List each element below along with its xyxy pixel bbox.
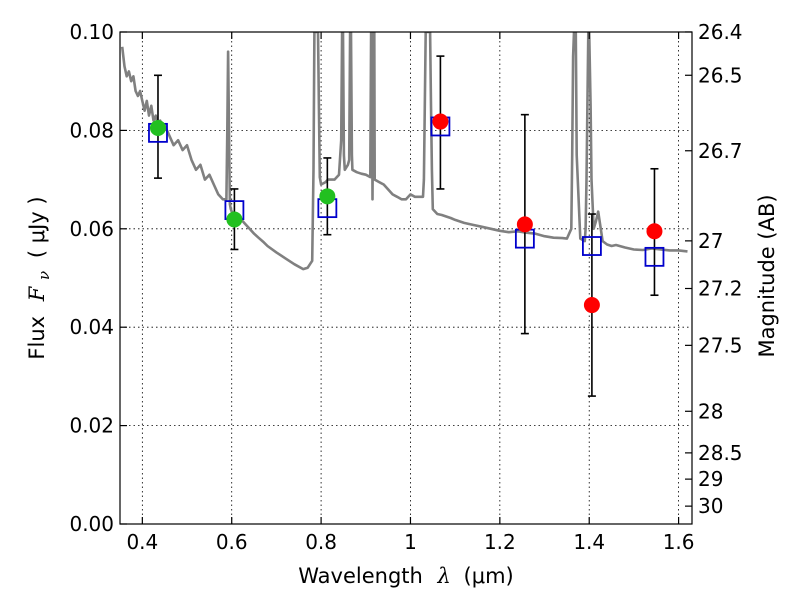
x-tick-label: 1.6 [663, 530, 695, 554]
data-point [226, 211, 243, 228]
y-tick-label: 0.04 [69, 315, 114, 339]
magnitude-axis-title: Magnitude (AB) [755, 194, 779, 357]
data-point [319, 188, 336, 205]
magnitude-tick-label: 26.5 [698, 63, 743, 87]
y-tick-label: 0.00 [69, 512, 114, 536]
magnitude-tick-label: 27.2 [698, 276, 743, 300]
y-axis-title-symbol: F [25, 285, 49, 302]
magnitude-tick-label: 27 [698, 229, 723, 253]
magnitude-tick-label: 28 [698, 399, 723, 423]
y-axis-title-text: Flux [25, 316, 49, 360]
x-tick-label: 1.2 [484, 530, 516, 554]
y-tick-label: 0.08 [69, 118, 114, 142]
x-ticks: 0.4 0.6 0.8 1 1.2 1.4 1.6 [126, 32, 695, 554]
plot-frame [119, 31, 693, 525]
y-tick-label: 0.02 [69, 414, 114, 438]
x-tick-label: 0.4 [126, 530, 158, 554]
grid-lines [120, 31, 692, 525]
data-point [516, 216, 533, 233]
model-square [644, 246, 665, 267]
y-ticks: 0.00 0.02 0.04 0.06 0.08 0.10 [69, 20, 127, 536]
magnitude-tick-label: 27.5 [698, 333, 743, 357]
y-axis-title-unit: ( μJy ) [25, 196, 49, 258]
x-axis-title-symbol: λ [437, 564, 451, 588]
data-point [149, 119, 166, 136]
magnitude-ticks: 26.4 26.5 26.7 27 27.2 27.5 28 28.529 30 [685, 20, 743, 518]
x-tick-label: 1.4 [573, 530, 605, 554]
magnitude-tick-label: 30 [698, 494, 723, 518]
y-axis-title: Flux F ν ( μJy ) [25, 196, 54, 359]
observed-point-layer [149, 113, 663, 314]
data-point [583, 297, 600, 314]
magnitude-tick-label: 28.5 [698, 441, 743, 465]
y-tick-label: 0.10 [69, 20, 114, 44]
x-tick-label: 1 [404, 530, 417, 554]
x-tick-label: 0.6 [216, 530, 248, 554]
y-axis-title-subscript: ν [35, 271, 53, 280]
model-square [582, 236, 602, 256]
magnitude-tick-label: 29 [698, 467, 723, 491]
y-tick-label: 0.06 [69, 217, 114, 241]
spectrum-line [120, 32, 688, 271]
magnitude-tick-label: 26.7 [698, 139, 743, 163]
x-tick-label: 0.8 [305, 530, 337, 554]
data-point [646, 223, 663, 240]
x-axis-title-unit: (μm) [464, 564, 514, 588]
magnitude-tick-label: 26.4 [698, 20, 743, 44]
x-axis-title: Wavelength λ (μm) [298, 564, 513, 588]
spectrum-layer [120, 32, 688, 271]
x-axis-title-text: Wavelength [298, 564, 423, 588]
data-point [432, 113, 449, 130]
